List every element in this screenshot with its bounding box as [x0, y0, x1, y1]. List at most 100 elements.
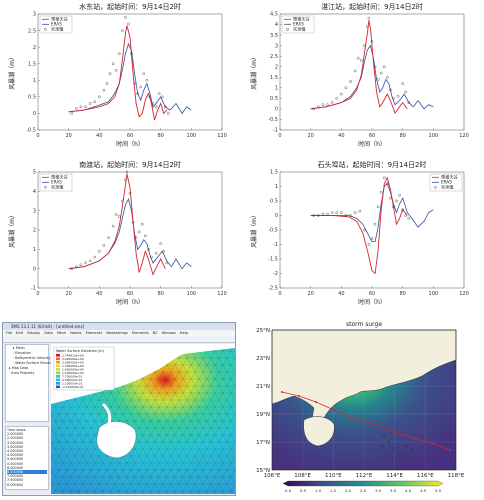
obs-point: [317, 105, 320, 109]
chart-title: 水东站，起始时间：9月14日2时: [79, 2, 181, 11]
obs-point: [124, 178, 127, 182]
menu-item[interactable]: Nodestrings: [106, 331, 128, 335]
obs-point: [312, 107, 316, 111]
tree-item[interactable]: · Elevation: [13, 351, 31, 355]
menu-item[interactable]: BC: [152, 331, 158, 335]
menu-item[interactable]: Data: [44, 331, 53, 335]
lon-tick-label: 108°E: [294, 473, 311, 479]
x-axis-label: 时间（h）: [358, 140, 386, 148]
obs-point: [84, 105, 87, 109]
obs-point: [353, 69, 357, 73]
y-tick-label: 1: [275, 184, 278, 190]
time-step-item[interactable]: 5.500000: [7, 461, 24, 466]
menu-bar[interactable]: File Edit Display Data Mesh Nodes Elements Node…: [3, 330, 235, 336]
legend-label: 预报天谷: [51, 16, 69, 23]
tree-item[interactable]: ▸ Map Data: [9, 366, 29, 370]
obs-point: [108, 72, 112, 75]
island-dot: [383, 435, 385, 437]
y-tick-label: -2.5: [268, 286, 278, 292]
y-tick-label: 2.5: [28, 28, 36, 34]
menu-item[interactable]: Help: [179, 331, 188, 335]
x-tick-label: 40: [96, 291, 102, 297]
island-dot: [405, 445, 407, 447]
time-step-item[interactable]: 7.000000: [7, 474, 24, 479]
colorbar-tick-label: 1.0: [315, 488, 322, 493]
obs-point: [407, 217, 411, 220]
legend-label: 实测值: [293, 26, 306, 33]
x-tick-label: 40: [338, 133, 344, 139]
obs-point: [130, 52, 133, 56]
tree-item[interactable]: ▸ Mesh: [13, 346, 25, 350]
tree-item[interactable]: · Bathymetric Velocity Mag: [13, 356, 59, 360]
menu-item[interactable]: Edit: [16, 331, 23, 335]
x-axis-label: 时间（h）: [358, 298, 386, 306]
obs-point: [407, 101, 411, 104]
project-tree[interactable]: ▸ Mesh · Elevation · Bathymetric Velocity …: [5, 344, 59, 422]
series-typhoon-line: [68, 25, 168, 121]
island-hole: [96, 421, 137, 459]
y-tick-label: 2: [33, 45, 36, 51]
obs-point: [105, 82, 109, 85]
obs-point: [131, 220, 135, 224]
time-step-item[interactable]: 7.500000: [7, 478, 24, 483]
y-tick-label: 0.5: [270, 96, 278, 102]
contour-legend-value: 4.400000e-01: [62, 378, 82, 382]
obs-point: [382, 176, 386, 180]
lat-tick-label: 21°N: [256, 384, 270, 390]
menu-item[interactable]: Display: [26, 331, 41, 335]
obs-point: [321, 212, 325, 216]
legend-label: 实测值: [441, 184, 454, 191]
sms-window: SMS 13.1.11 (64-bit) - [untitled.sms] Fi…: [2, 322, 236, 496]
menu-item[interactable]: Window: [161, 331, 176, 335]
time-step-item[interactable]: 6.000000: [7, 465, 24, 470]
obs-point: [111, 224, 115, 228]
contour-legend-value: 1.100000e+00: [62, 371, 84, 375]
lon-tick-label: 116°E: [417, 473, 434, 479]
obs-point: [137, 230, 141, 234]
obs-point: [392, 97, 395, 100]
legend: [39, 15, 73, 34]
x-tick-label: 0: [278, 291, 281, 297]
menu-item[interactable]: Elements: [85, 331, 103, 335]
y-tick-label: 4: [275, 22, 278, 28]
obs-point: [114, 213, 118, 216]
obs-point: [359, 59, 363, 62]
colorbar-tick-label: 2.5: [360, 488, 367, 493]
time-step-item[interactable]: 3.000000: [7, 440, 24, 445]
obs-point: [344, 214, 348, 217]
menu-item[interactable]: Mesh: [56, 331, 67, 335]
menu-item[interactable]: Nodes: [70, 331, 82, 335]
y-tick-label: -1.5: [268, 257, 278, 263]
tree-item[interactable]: · Water Surface Elevation: [13, 361, 56, 365]
obs-point: [145, 78, 149, 82]
mesh-view[interactable]: Water Surface Elevation (m)2.749812e+002…: [51, 344, 235, 494]
time-step-item[interactable]: 4.500000: [7, 453, 24, 458]
time-step-item[interactable]: 2.000000: [7, 432, 24, 437]
obs-point: [382, 65, 386, 69]
legend-label: ERA5: [51, 180, 62, 185]
obs-point: [404, 214, 408, 217]
storm-surge-map: storm surge 106°E 108°E 110°E 112°E 114°E 116°…: [256, 321, 465, 493]
menu-item[interactable]: File: [6, 331, 13, 335]
toolbar[interactable]: [3, 336, 235, 343]
tree-item[interactable]: · Area Property: [9, 371, 35, 375]
y-tick-label: 3: [275, 43, 278, 49]
obs-point: [125, 170, 129, 174]
contour-legend-value: 1.100000e-01: [62, 381, 82, 385]
y-tick-label: 1: [275, 86, 278, 92]
obs-point: [111, 62, 115, 66]
time-step-item[interactable]: 5.000000: [7, 457, 24, 462]
obs-point: [88, 102, 92, 105]
contour-legend-value: 2.420000e+00: [62, 357, 84, 361]
menu-item[interactable]: Elements: [131, 331, 149, 335]
time-step-item[interactable]: 4.000000: [7, 449, 24, 454]
chart-title: 湛江站，起始时间：9月14日2时: [321, 2, 423, 11]
window-title: SMS 13.1.11 (64-bit) - [untitled.sms]: [3, 323, 235, 330]
time-step-item[interactable]: 2.500000: [7, 436, 24, 441]
time-step-item[interactable]: 6.500000: [7, 470, 47, 475]
time-step-item[interactable]: 3.500000: [7, 444, 24, 449]
obs-point: [154, 105, 158, 109]
time-steps-panel[interactable]: Time steps 2.000000 2.500000 3.000000 3.500…: [5, 426, 49, 490]
time-step-item[interactable]: 8.000000: [7, 482, 24, 487]
contour-legend-value: -2.200000e-01: [62, 385, 83, 389]
